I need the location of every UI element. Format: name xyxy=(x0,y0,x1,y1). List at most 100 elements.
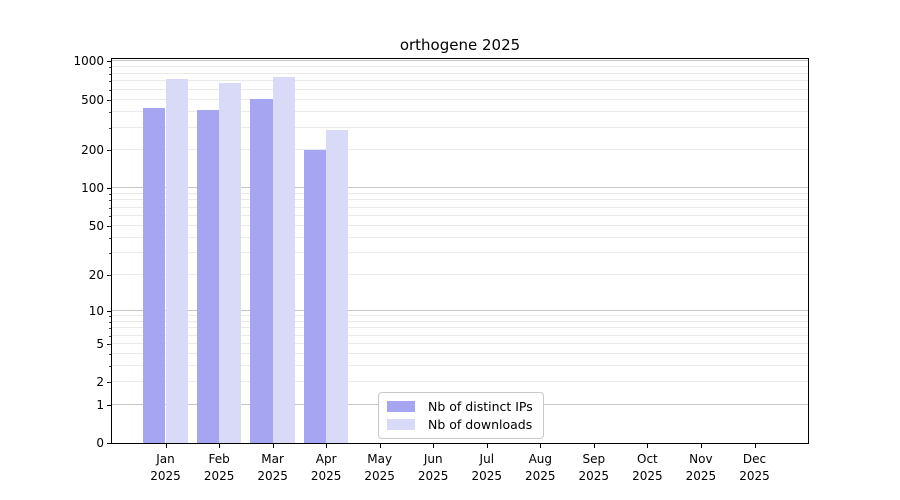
gridline-minor xyxy=(112,206,808,208)
y-minor-tick-mark xyxy=(108,328,111,329)
x-tick-month: Apr xyxy=(315,452,337,466)
x-tick-year: 2025 xyxy=(685,468,717,483)
y-minor-tick-mark xyxy=(108,366,111,367)
gridline-minor xyxy=(112,320,808,322)
y-minor-tick-mark xyxy=(108,74,111,75)
legend-item-distinct-ips: Nb of distinct IPs xyxy=(387,398,535,414)
x-tick-mark xyxy=(700,444,702,448)
y-tick-label: 5 xyxy=(96,337,104,351)
x-tick-year: 2025 xyxy=(417,468,449,483)
legend: Nb of distinct IPs Nb of downloads xyxy=(378,392,544,439)
y-minor-tick-mark xyxy=(108,382,111,383)
gridline-minor xyxy=(112,327,808,329)
x-tick-label-jan: Jan 2025 xyxy=(134,451,198,484)
gridline-minor xyxy=(112,98,808,100)
y-tick-mark xyxy=(107,311,111,312)
x-tick-year: 2025 xyxy=(310,468,342,483)
plot-area xyxy=(111,58,809,444)
x-tick-label-jul: Jul 2025 xyxy=(455,451,519,484)
y-minor-tick-mark xyxy=(108,112,111,113)
x-tick-year: 2025 xyxy=(578,468,610,483)
x-tick-month: Mar xyxy=(261,452,284,466)
y-minor-tick-mark xyxy=(108,81,111,82)
gridline-minor xyxy=(112,72,808,74)
y-minor-tick-mark xyxy=(108,336,111,337)
y-tick-label: 0 xyxy=(96,436,104,450)
x-tick-year: 2025 xyxy=(632,468,663,483)
bar-nb-of-distinct-ips-feb xyxy=(196,110,220,443)
gridline-minor xyxy=(112,365,808,367)
x-tick-month: Jul xyxy=(479,452,495,466)
x-tick-year: 2025 xyxy=(364,468,395,483)
x-tick-month: Aug xyxy=(528,452,553,466)
legend-swatch-distinct-ips xyxy=(387,401,415,412)
bar-nb-of-downloads-jan xyxy=(165,79,188,443)
x-tick-mark xyxy=(754,444,756,448)
x-tick-mark xyxy=(326,444,328,448)
legend-swatch-downloads xyxy=(387,419,415,430)
gridline-minor xyxy=(112,88,808,90)
x-tick-month: Feb xyxy=(208,452,230,466)
y-tick-label: 200 xyxy=(81,143,104,157)
x-tick-label-jun: Jun 2025 xyxy=(401,451,465,484)
y-minor-tick-mark xyxy=(108,194,111,195)
gridline-minor xyxy=(112,110,808,112)
x-tick-year: 2025 xyxy=(203,468,235,483)
gridline-minor xyxy=(112,252,808,254)
x-tick-label-mar: Mar 2025 xyxy=(241,451,305,484)
x-tick-mark xyxy=(272,444,274,448)
gridline-minor xyxy=(112,192,808,194)
gridline-minor xyxy=(112,224,808,226)
y-tick-label: 1 xyxy=(96,397,104,412)
y-tick-label: 500 xyxy=(81,92,104,107)
x-tick-month: Jun xyxy=(423,452,443,466)
gridline-minor xyxy=(112,214,808,216)
x-tick-mark xyxy=(593,444,595,448)
y-minor-tick-mark xyxy=(108,67,111,68)
x-tick-year: 2025 xyxy=(525,468,556,483)
x-tick-month: Nov xyxy=(689,452,713,466)
legend-label-downloads: Nb of downloads xyxy=(428,416,533,432)
bar-nb-of-downloads-mar xyxy=(272,76,295,443)
y-minor-tick-mark xyxy=(108,238,111,239)
x-tick-mark xyxy=(486,444,488,448)
legend-item-downloads: Nb of downloads xyxy=(387,416,535,432)
bar-nb-of-distinct-ips-mar xyxy=(250,98,273,443)
y-tick-label: 2 xyxy=(96,375,104,390)
y-minor-tick-mark xyxy=(108,253,111,254)
chart-title: orthogene 2025 xyxy=(399,36,521,54)
y-minor-tick-mark xyxy=(108,100,111,101)
gridline-minor xyxy=(112,236,808,238)
y-minor-tick-mark xyxy=(108,354,111,355)
gridline-major xyxy=(112,309,808,311)
x-tick-month: May xyxy=(367,452,393,466)
y-minor-tick-mark xyxy=(108,150,111,151)
x-tick-label-oct: Oct 2025 xyxy=(615,451,679,484)
x-tick-mark xyxy=(540,444,542,448)
x-tick-year: 2025 xyxy=(471,468,503,483)
y-minor-tick-mark xyxy=(108,128,111,129)
gridline-minor xyxy=(112,314,808,316)
x-tick-month: Sep xyxy=(582,452,606,466)
x-tick-label-nov: Nov 2025 xyxy=(669,451,733,484)
gridline-minor xyxy=(112,353,808,355)
y-tick-label: 20 xyxy=(88,267,104,282)
y-tick-label: 50 xyxy=(88,218,104,233)
y-tick-mark xyxy=(107,405,111,406)
gridline-minor xyxy=(112,80,808,81)
y-tick-mark xyxy=(107,188,111,189)
gridline-minor xyxy=(112,273,808,275)
y-minor-tick-mark xyxy=(108,208,111,209)
x-tick-mark xyxy=(165,444,167,448)
x-tick-mark xyxy=(647,444,649,448)
x-tick-label-apr: Apr 2025 xyxy=(294,451,358,484)
y-tick-label: 10 xyxy=(88,303,104,318)
gridline-minor xyxy=(112,126,808,128)
y-minor-tick-mark xyxy=(108,226,111,227)
x-tick-year: 2025 xyxy=(739,468,770,483)
legend-label-distinct-ips: Nb of distinct IPs xyxy=(428,398,533,414)
x-tick-label-sep: Sep 2025 xyxy=(562,451,626,484)
x-tick-label-dec: Dec 2025 xyxy=(723,451,787,484)
x-tick-year: 2025 xyxy=(150,468,181,483)
x-tick-label-feb: Feb 2025 xyxy=(187,451,251,484)
